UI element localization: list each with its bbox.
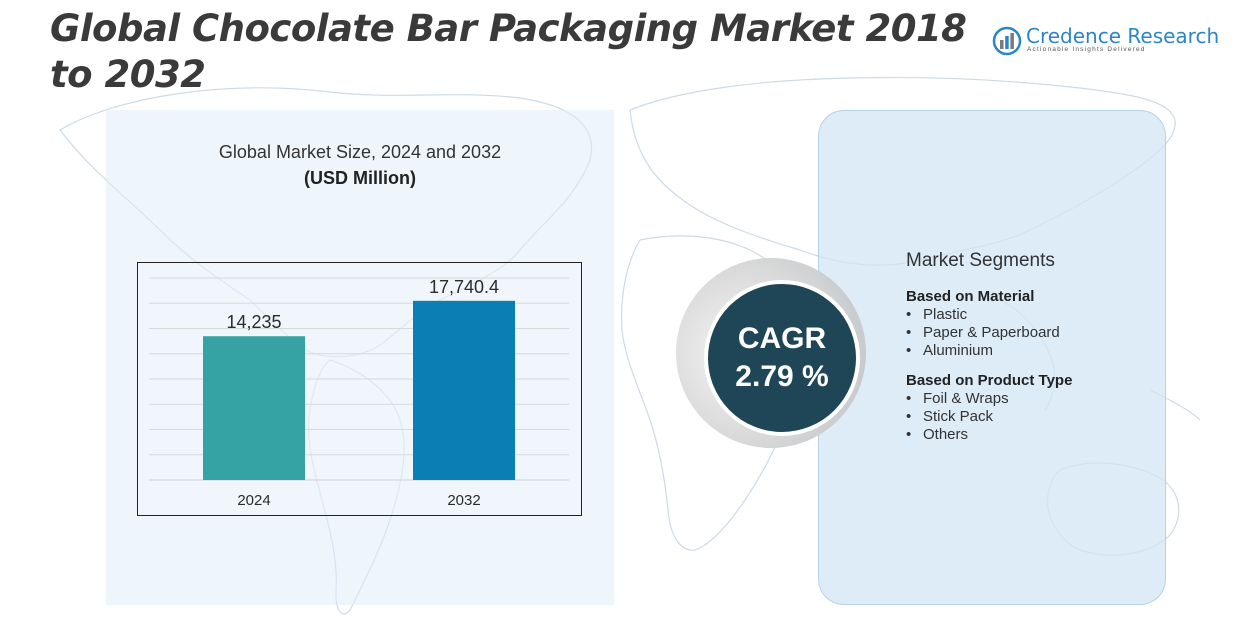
segment-item: • Others [906,426,969,443]
segment-group-product-type: Based on Product Type • Foil & Wraps • Sti… [906,372,1156,444]
bar-chart-logo-icon [992,26,1022,56]
segments-panel [818,110,1166,605]
bar-2032 [413,300,515,480]
segment-group-title: Based on Product Type [906,372,1073,389]
bar-2024 [203,336,305,480]
chart-unit: (USD Million) [304,168,416,188]
segment-item: • Foil & Wraps [906,390,1009,407]
segment-item: • Stick Pack [906,408,994,425]
brand-name: Credence Research [1026,24,1220,48]
category-label: 2032 [447,492,480,509]
market-size-panel [106,110,614,605]
segment-item: • Aluminium [906,342,994,359]
data-label: 17,740.4 [429,277,499,297]
cagr-label: CAGR [737,322,827,355]
cagr-badge: CAGR 2.79 % [704,280,860,436]
chart-title: Global Market Size, 2024 and 2032 [218,142,502,162]
segment-item: • Paper & Paperboard [906,324,1060,341]
chart-bars [203,300,515,480]
category-label: 2024 [237,492,270,509]
brand-tagline: Actionable Insights Delivered [1027,46,1146,53]
segment-group-material: Based on Material • Plastic • Paper & Pape… [906,288,1156,360]
segment-item: • Plastic [906,306,968,323]
data-label: 14,235 [226,312,281,332]
segments-heading: Market Segments [906,250,1055,271]
brand-logo: Credence Research Actionable Insights De… [992,24,1219,58]
market-size-bar-chart: 14,235 2024 17,740.4 2032 [137,262,582,516]
market-segments: Market Segments Based on Material • Plast… [906,250,1156,456]
cagr-value: 2.79 % [735,360,829,393]
page-title: Global Chocolate Bar Packaging Market 20… [50,7,967,96]
segment-group-title: Based on Material [906,288,1035,305]
chart-labels: 14,235 2024 17,740.4 2032 [226,277,499,509]
